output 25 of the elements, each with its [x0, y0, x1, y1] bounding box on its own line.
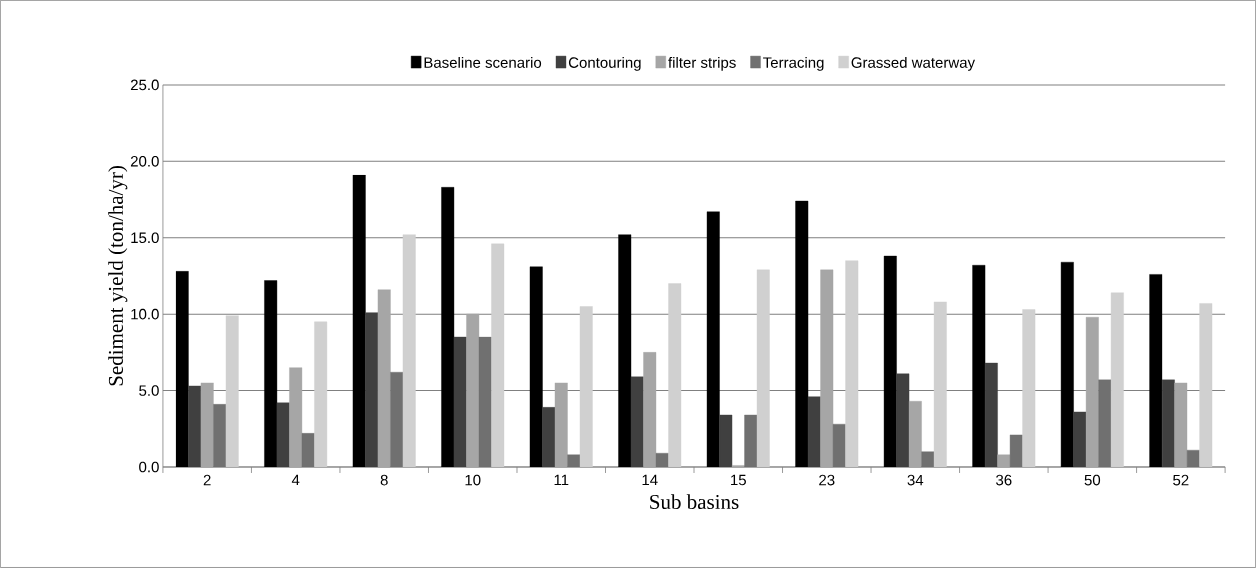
- x-tick-label: 52: [1173, 474, 1189, 486]
- legend-label: Contouring: [568, 56, 641, 71]
- y-tick-label: 15.0: [131, 232, 159, 244]
- x-tick-label: 8: [380, 474, 388, 486]
- y-tick-label: 0.0: [139, 461, 159, 473]
- y-tick-label: 20.0: [130, 156, 159, 167]
- y-tick-label: 5.0: [139, 385, 159, 396]
- x-tick-label: 15: [731, 474, 746, 486]
- x-tick-label: 2: [203, 474, 211, 486]
- x-tick-label: 11: [554, 474, 569, 486]
- x-tick-label: 14: [642, 474, 658, 486]
- y-axis-title: Sediment yield (ton/ha/yr): [108, 166, 128, 386]
- x-tick-label: 36: [996, 474, 1012, 486]
- y-tick-label: 10.0: [131, 308, 159, 320]
- x-tick-label: 50: [1084, 474, 1101, 486]
- x-axis-title: Sub basins: [650, 494, 739, 510]
- x-tick-label: 4: [291, 474, 300, 486]
- x-tick-label: 23: [819, 474, 835, 486]
- y-tick-label: 25.0: [130, 79, 159, 91]
- legend-label: Terracing: [763, 56, 824, 71]
- legend-label: filter strips: [668, 56, 736, 71]
- x-tick-label: 10: [465, 474, 481, 486]
- legend-label: Grassed waterway: [851, 56, 976, 71]
- x-tick-label: 34: [907, 474, 924, 486]
- legend-label: Baseline scenario: [424, 56, 542, 68]
